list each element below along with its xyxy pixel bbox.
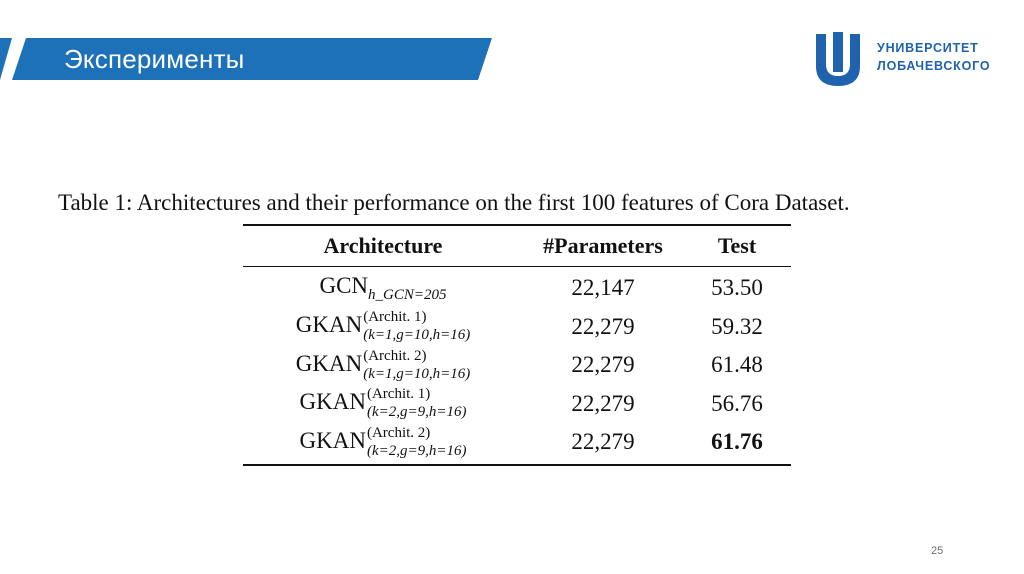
- cell-test: 56.76: [711, 390, 763, 416]
- architecture-name: GKAN (Archit. 2) (k=1,g=10,h=16): [295, 347, 471, 382]
- cell-parameters: 22,279: [571, 429, 635, 455]
- slide-title: Эксперименты: [64, 44, 245, 74]
- table-row: GKAN (Archit. 2) (k=1,g=10,h=16) 22,279 61.4…: [243, 346, 791, 385]
- cell-architecture: GKAN (Archit. 1) (k=1,g=10,h=16): [243, 310, 523, 343]
- architecture-name: GKAN (Archit. 1) (k=1,g=10,h=16): [296, 310, 470, 343]
- header-left-sliver: [0, 38, 12, 80]
- table-row: GKAN (Archit. 1) (k=1,g=10,h=16) 22,279 59.3…: [243, 308, 791, 347]
- architecture-name: GKAN (Archit. 1) (k=2,g=9,h=16): [300, 387, 467, 420]
- cell-test: 61.48: [711, 352, 763, 378]
- architecture-base: GCN: [319, 272, 369, 298]
- table-row: GKAN (Archit. 2) (k=2,g=9,h=16) 22,279 61.76: [243, 423, 791, 462]
- col-header-test: Test: [717, 233, 757, 258]
- architecture-scripts: (Archit. 2) (k=2,g=9,h=16): [366, 424, 467, 459]
- table-figure: Table 1: Architectures and their perform…: [58, 190, 988, 466]
- cell-architecture: GKAN (Archit. 2) (k=2,g=9,h=16): [243, 424, 523, 459]
- cell-parameters: 22,279: [571, 352, 635, 378]
- architecture-scripts: (Archit. 1) (k=1,g=10,h=16): [363, 310, 470, 343]
- page-number: 25: [931, 545, 944, 557]
- architecture-base: GKAN: [299, 389, 366, 415]
- architecture-scripts: (Archit. 2) (k=1,g=10,h=16): [363, 347, 471, 382]
- cell-parameters: 22,279: [571, 313, 635, 339]
- architecture-superscript: (Archit. 2): [363, 347, 427, 364]
- architecture-subscript: (k=1,g=10,h=16): [363, 365, 471, 382]
- header-title-banner: [12, 38, 492, 80]
- cell-test: 59.32: [711, 313, 763, 339]
- cell-test: 53.50: [711, 275, 763, 301]
- architecture-name: GKAN (Archit. 2) (k=2,g=9,h=16): [299, 424, 467, 459]
- table-top-rule: [243, 224, 791, 226]
- architecture-name: GCNh_GCN=205: [319, 273, 446, 304]
- architecture-subscript: (k=2,g=9,h=16): [366, 442, 467, 459]
- architecture-subscript: (k=2,g=9,h=16): [366, 404, 467, 421]
- header-band: [0, 38, 1024, 80]
- logo-text-line1: УНИВЕРСИТЕТ: [877, 41, 979, 55]
- architecture-scripts: (Archit. 1) (k=2,g=9,h=16): [367, 387, 467, 420]
- cell-architecture: GKAN (Archit. 1) (k=2,g=9,h=16): [243, 387, 523, 420]
- architecture-superscript: (Archit. 1): [366, 386, 431, 403]
- table-body: GCNh_GCN=205 22,147 53.50 GKAN (Archit. 1) (k…: [243, 267, 791, 464]
- cell-parameters: 22,279: [571, 390, 635, 416]
- logo-text-line2: ЛОБАЧЕВСКОГО: [877, 59, 991, 73]
- col-header-parameters: #Parameters: [543, 233, 663, 258]
- architecture-superscript: (Archit. 2): [366, 424, 431, 441]
- table-caption: Table 1: Architectures and their perform…: [58, 190, 850, 215]
- table-header-rule: [243, 266, 791, 267]
- cell-parameters: 22,147: [571, 275, 635, 301]
- results-table: Architecture #Parameters Test GCNh_GCN=2…: [243, 224, 791, 466]
- table-bottom-rule: [243, 463, 791, 466]
- table-header-row: Architecture #Parameters Test: [243, 226, 791, 266]
- architecture-base: GKAN: [299, 427, 366, 453]
- cell-test: 61.76: [711, 429, 763, 455]
- architecture-subscript: (k=1,g=10,h=16): [363, 327, 471, 344]
- university-logo-icon: [816, 32, 860, 86]
- architecture-subscript: h_GCN=205: [368, 286, 447, 303]
- col-header-architecture: Architecture: [323, 233, 443, 258]
- architecture-base: GKAN: [295, 312, 363, 338]
- cell-architecture: GKAN (Archit. 2) (k=1,g=10,h=16): [243, 347, 523, 382]
- table-row: GCNh_GCN=205 22,147 53.50: [243, 269, 791, 308]
- architecture-base: GKAN: [295, 350, 363, 376]
- table-row: GKAN (Archit. 1) (k=2,g=9,h=16) 22,279 56.76: [243, 385, 791, 424]
- header-band-shape: [0, 38, 492, 80]
- architecture-superscript: (Archit. 1): [363, 309, 427, 326]
- cell-architecture: GCNh_GCN=205: [243, 273, 523, 304]
